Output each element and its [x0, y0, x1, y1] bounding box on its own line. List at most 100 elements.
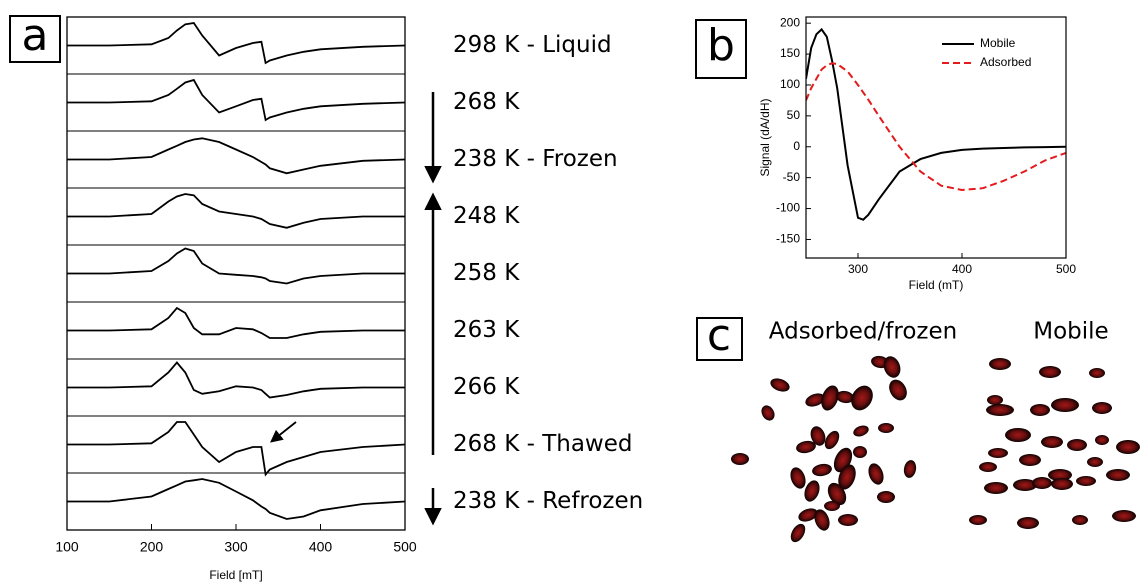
particle: [984, 482, 1008, 494]
particle: [804, 480, 820, 502]
spectrum-line: [67, 361, 405, 399]
particle: [1032, 477, 1052, 489]
particle: [1092, 402, 1112, 414]
particle: [851, 385, 873, 411]
data-line: [806, 27, 1066, 221]
particle: [821, 385, 839, 411]
particle: [1067, 439, 1087, 451]
particle: [903, 460, 917, 478]
particle: [824, 501, 840, 511]
particle: [790, 467, 806, 489]
particle: [761, 405, 775, 421]
x-tick-label: 100: [55, 539, 79, 555]
particle: [1106, 469, 1130, 481]
annotation-arrow: [270, 421, 297, 443]
particle: [1087, 457, 1103, 467]
particle: [731, 453, 749, 465]
x-tick-label: 200: [140, 539, 164, 555]
panel-label-box: [9, 15, 61, 63]
particle: [814, 509, 830, 531]
spectrum-line: [67, 22, 406, 65]
x-axis-label: Field (mT): [909, 278, 964, 292]
y-tick-label: 100: [780, 77, 800, 91]
series-label: 248 K: [453, 203, 520, 229]
spectrum-line: [67, 421, 406, 477]
series-label: 238 K - Frozen: [453, 146, 618, 172]
x-tick-label: 300: [224, 539, 248, 555]
particle: [883, 356, 901, 378]
particle: [798, 508, 818, 522]
particle: [1095, 435, 1109, 445]
panel-label: a: [22, 10, 49, 61]
particle: [969, 515, 987, 525]
particle: [824, 430, 840, 450]
particle: [790, 523, 806, 543]
particle: [1112, 510, 1136, 522]
particle: [878, 423, 894, 433]
particle: [1051, 398, 1079, 412]
panel-title: Adsorbed/frozen: [769, 319, 957, 345]
series-label: 268 K - Thawed: [453, 431, 633, 457]
x-tick-label: 400: [309, 539, 333, 555]
y-tick-label: 150: [780, 46, 800, 60]
x-tick-label: 500: [393, 539, 417, 555]
particle: [1072, 515, 1088, 525]
particle: [770, 378, 790, 392]
x-tick-label: 500: [1056, 262, 1076, 276]
panel-label-box: [695, 19, 747, 79]
series-label: 263 K: [453, 317, 520, 343]
particle: [827, 482, 847, 506]
data-line: [806, 62, 1066, 192]
y-tick-label: -50: [783, 170, 801, 184]
particle: [812, 463, 832, 477]
particle: [1030, 404, 1050, 416]
particle: [1017, 517, 1039, 529]
particle: [987, 395, 1003, 405]
legend-label: Mobile: [980, 36, 1016, 50]
x-tick-label: 300: [848, 262, 868, 276]
panel-label-box: [696, 317, 743, 361]
spectrum-line: [67, 478, 406, 520]
particle: [986, 404, 1014, 416]
series-label: 266 K: [453, 374, 520, 400]
particle: [979, 462, 997, 472]
y-tick-label: 200: [780, 15, 800, 29]
particle: [1039, 366, 1061, 378]
y-tick-label: -150: [776, 232, 800, 246]
particle: [838, 514, 858, 526]
particle: [1051, 478, 1073, 490]
particle: [1116, 440, 1140, 454]
particle: [989, 358, 1011, 370]
spectrum-line: [67, 247, 405, 285]
particle: [1019, 454, 1041, 466]
spectrum-line: [67, 193, 405, 229]
particle: [1013, 479, 1037, 491]
series-label: 298 K - Liquid: [453, 32, 612, 58]
particle: [796, 440, 816, 454]
x-tick-label: 400: [952, 262, 972, 276]
plot-frame: [805, 16, 1067, 259]
particle: [805, 393, 825, 407]
y-axis-label: Signal (dA/dH): [758, 98, 772, 176]
particle: [810, 426, 826, 446]
y-tick-label: 50: [787, 108, 801, 122]
particle: [1089, 368, 1105, 378]
legend-label: Adsorbed: [980, 55, 1031, 69]
particle: [1041, 436, 1063, 448]
particle: [988, 448, 1008, 458]
particle: [1076, 476, 1096, 486]
y-tick-label: 0: [793, 139, 800, 153]
spectrum-line: [67, 137, 406, 175]
particle: [889, 379, 907, 401]
particle: [1005, 428, 1031, 442]
spectrum-line: [67, 78, 406, 122]
panel-label: c: [707, 310, 731, 361]
spectrum-line: [67, 306, 405, 339]
particle: [836, 390, 854, 404]
x-axis-label: Field [mT]: [209, 568, 262, 582]
series-label: 238 K - Refrozen: [453, 488, 643, 514]
series-label: 258 K: [453, 260, 520, 286]
series-label: 268 K: [453, 89, 520, 115]
y-tick-label: -100: [776, 201, 800, 215]
